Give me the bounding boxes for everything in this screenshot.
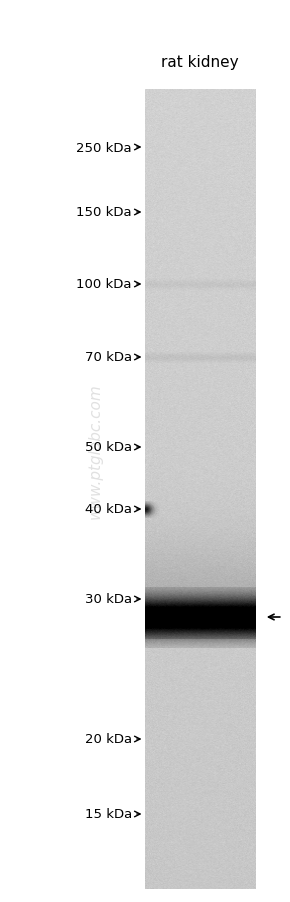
- Text: 50 kDa: 50 kDa: [85, 441, 132, 454]
- Text: 15 kDa: 15 kDa: [85, 807, 132, 821]
- Text: 100 kDa: 100 kDa: [77, 278, 132, 291]
- Text: 250 kDa: 250 kDa: [76, 142, 132, 154]
- Text: 30 kDa: 30 kDa: [85, 593, 132, 606]
- Text: 70 kDa: 70 kDa: [85, 351, 132, 364]
- Text: 150 kDa: 150 kDa: [76, 207, 132, 219]
- Text: www.ptglabc.com: www.ptglabc.com: [88, 383, 103, 519]
- Text: rat kidney: rat kidney: [161, 54, 239, 69]
- Text: 40 kDa: 40 kDa: [85, 503, 132, 516]
- Text: 20 kDa: 20 kDa: [85, 732, 132, 746]
